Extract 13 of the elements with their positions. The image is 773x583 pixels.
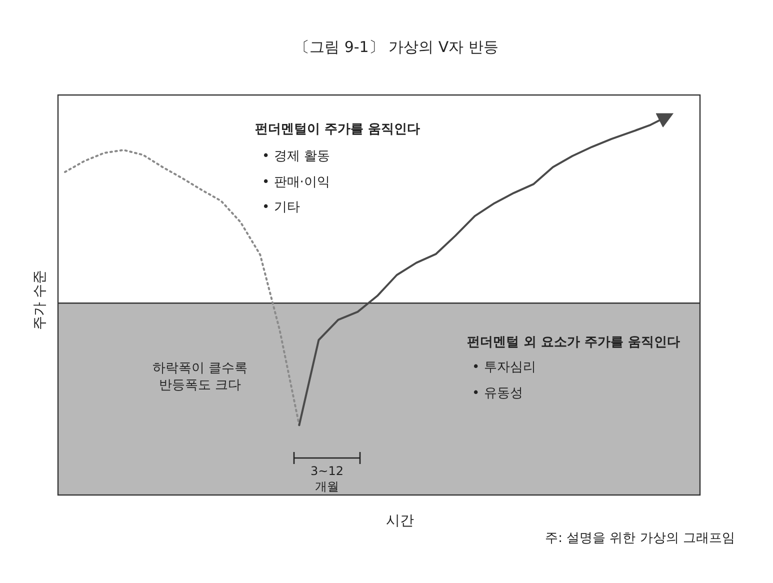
y-axis-title: 주가 수준 — [32, 270, 48, 330]
annotation: 3~12 개월 — [310, 464, 344, 494]
annotation: • 경제 활동 — [262, 149, 330, 164]
annotation: • 기타 — [262, 200, 300, 215]
annotation: • 유동성 — [472, 386, 523, 401]
annotation: • 투자심리 — [472, 360, 536, 375]
annotation: • 판매·이익 — [262, 175, 330, 190]
x-axis-title: 시간 — [386, 513, 414, 529]
annotation: 하락폭이 클수록 반등폭도 크다 — [152, 361, 248, 393]
annotation: 펀더멘털이 주가를 움직인다 — [255, 122, 420, 137]
chart-title: 〔그림 9-1〕 가상의 V자 반등 — [294, 38, 498, 56]
annotation: 펀더멘털 외 요소가 주가를 움직인다 — [467, 335, 680, 350]
text: 주: 설명을 위한 가상의 그래프임 — [545, 531, 735, 546]
